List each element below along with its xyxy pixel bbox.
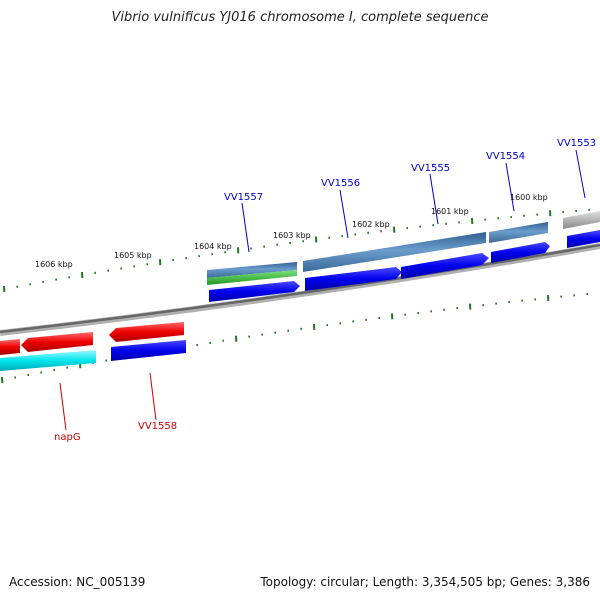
ruler-labels: 1606 kbp 1605 kbp 1604 kbp 1603 kbp 1602… — [35, 193, 548, 269]
gene-feature-vv1556[interactable] — [303, 232, 486, 272]
topology-text: Topology: circular; Length: 3,354,505 bp… — [260, 575, 590, 589]
gene-feature-vv1557[interactable] — [207, 262, 297, 278]
gene-label-vv1557[interactable]: VV1557 — [224, 192, 263, 203]
ruler-label-1602: 1602 kbp — [352, 220, 390, 229]
reverse-strand-features — [0, 322, 186, 371]
map-title: Vibrio vulnificus YJ016 chromosome I, co… — [111, 10, 489, 25]
cds-bar-vv1558[interactable] — [111, 340, 186, 361]
gene-label-napg[interactable]: napG — [54, 432, 81, 443]
cds-arrow-vv1554[interactable] — [491, 242, 550, 263]
label-leaders — [59, 149, 586, 431]
ruler-label-1604: 1604 kbp — [194, 242, 232, 251]
gene-label-vv1553[interactable]: VV1553 — [557, 138, 596, 149]
ruler-label-1603: 1603 kbp — [273, 231, 311, 240]
cds-arrow-vv1556[interactable] — [305, 267, 402, 291]
gene-feature-napg-red[interactable] — [0, 339, 20, 355]
gene-feature-vv1553[interactable] — [563, 211, 600, 229]
cds-arrow-vv1553[interactable] — [567, 230, 600, 248]
gene-label-vv1558[interactable]: VV1558 — [138, 421, 177, 432]
gene-feature-vv1554[interactable] — [489, 222, 548, 243]
gene-label-vv1554[interactable]: VV1554 — [486, 151, 525, 162]
gene-label-vv1555[interactable]: VV1555 — [411, 163, 450, 174]
cds-arrow-vv1557[interactable] — [209, 281, 300, 302]
forward-strand-features — [207, 211, 600, 302]
ruler-label-1605: 1605 kbp — [114, 251, 152, 260]
gene-feature-napg[interactable] — [21, 332, 93, 352]
gene-label-vv1556[interactable]: VV1556 — [321, 178, 360, 189]
gene-feature-vv1558[interactable] — [109, 322, 184, 342]
ruler-label-1606: 1606 kbp — [35, 260, 73, 269]
cds-arrow-vv1555[interactable] — [401, 253, 489, 279]
accession-text: Accession: NC_005139 — [9, 575, 146, 589]
cds-bar-napg-cyan[interactable] — [0, 350, 96, 371]
outer-ruler-ticks — [3, 208, 591, 293]
gene-labels: VV1557 VV1556 VV1555 VV1554 VV1553 napG … — [54, 138, 596, 443]
misc-feature-green[interactable] — [207, 270, 297, 285]
ruler-label-1600: 1600 kbp — [510, 193, 548, 202]
ruler-label-1601: 1601 kbp — [431, 207, 469, 216]
